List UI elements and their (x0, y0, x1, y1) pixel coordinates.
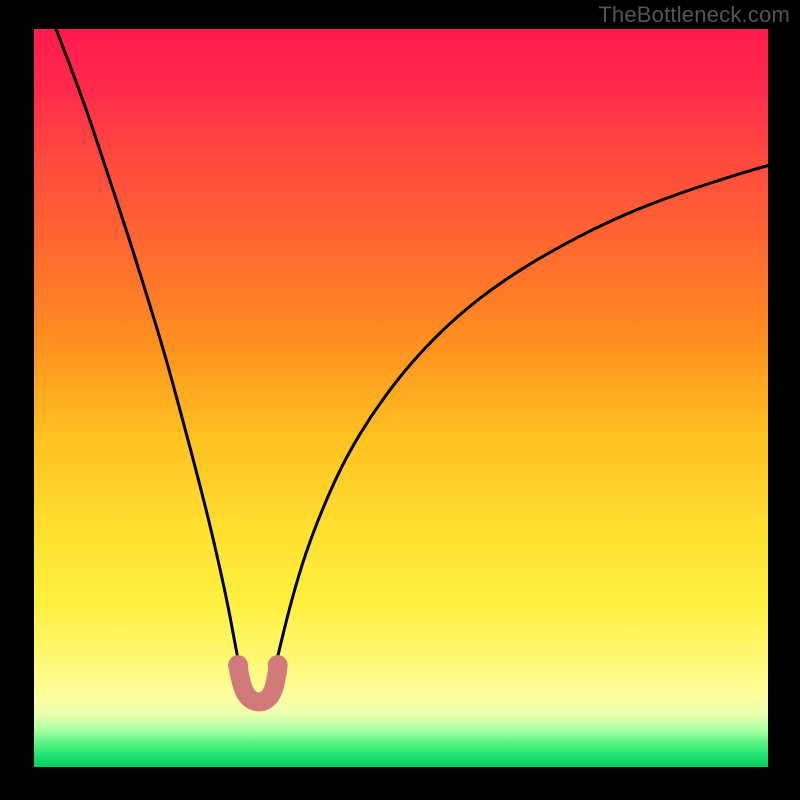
bottleneck-plot (34, 29, 768, 767)
marker-end-dot (228, 655, 248, 675)
chart-stage: TheBottleneck.com (0, 0, 800, 800)
gradient-background (34, 29, 768, 767)
watermark-text: TheBottleneck.com (598, 2, 790, 28)
marker-end-dot (268, 655, 288, 675)
